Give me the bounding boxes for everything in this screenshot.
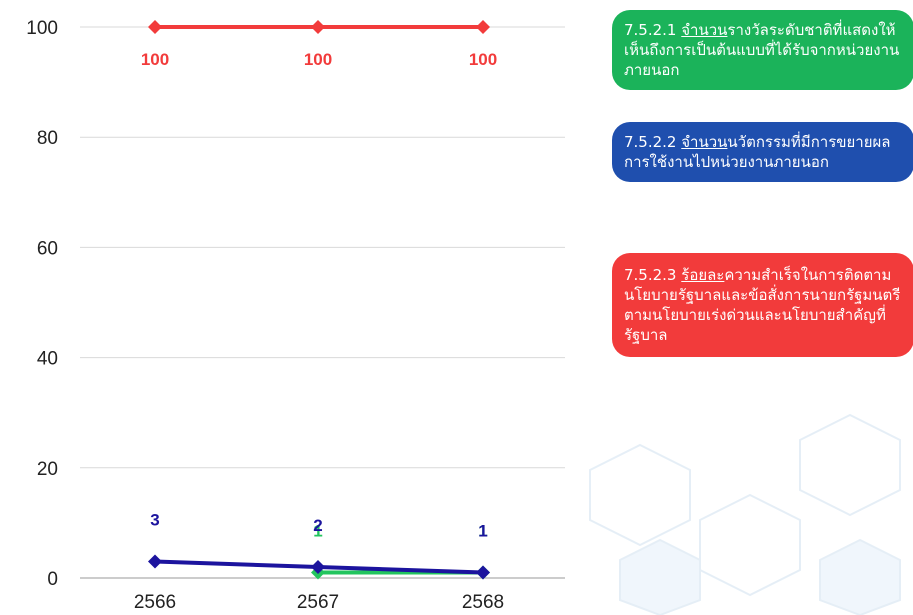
legend-text: ความสำเร็จในการติดตามนโยบายรัฐบาลและข้อส… bbox=[624, 266, 901, 344]
legend-code: 7.5.2.3 bbox=[624, 266, 677, 284]
data-point bbox=[311, 20, 325, 34]
data-label: 1 bbox=[478, 521, 487, 540]
x-tick-label: 2566 bbox=[134, 592, 176, 613]
legend-code: 7.5.2.2 bbox=[624, 133, 677, 151]
y-tick-label: 0 bbox=[47, 569, 58, 590]
data-point bbox=[311, 559, 325, 574]
y-tick-label: 80 bbox=[37, 128, 58, 149]
data-label: 2 bbox=[313, 516, 322, 535]
x-tick-label: 2568 bbox=[462, 592, 504, 613]
legend-item: 7.5.2.1 จำนวนรางวัลระดับชาติที่แสดงให้เห… bbox=[612, 10, 913, 90]
data-point bbox=[148, 554, 162, 569]
y-tick-label: 40 bbox=[37, 349, 58, 370]
data-label: 100 bbox=[304, 50, 332, 69]
legend-item: 7.5.2.3 ร้อยละความสำเร็จในการติดตามนโยบา… bbox=[612, 253, 913, 357]
legend-item: 7.5.2.2 จำนวนนวัตกรรมที่มีการขยายผลการใช… bbox=[612, 122, 913, 182]
data-label: 3 bbox=[150, 510, 159, 529]
legend-code: 7.5.2.1 bbox=[624, 21, 677, 39]
data-point bbox=[148, 20, 162, 34]
data-label: 100 bbox=[469, 50, 497, 69]
legend-underlined: ร้อยละ bbox=[681, 266, 725, 284]
data-point bbox=[476, 565, 490, 580]
x-tick-label: 2567 bbox=[297, 592, 339, 613]
legend-text: รางวัลระดับชาติที่แสดงให้เห็นถึงการเป็นต… bbox=[624, 21, 900, 79]
data-label: 1 bbox=[478, 521, 487, 540]
legend-underlined: จำนวน bbox=[681, 133, 728, 151]
data-label: 1 bbox=[313, 521, 322, 540]
y-tick-label: 100 bbox=[26, 18, 58, 39]
data-label: 100 bbox=[141, 50, 169, 69]
legend-text: นวัตกรรมที่มีการขยายผลการใช้งานไปหน่วยงา… bbox=[624, 133, 891, 171]
data-point bbox=[476, 20, 490, 34]
y-tick-label: 20 bbox=[37, 459, 58, 480]
y-tick-label: 60 bbox=[37, 238, 58, 259]
legend-underlined: จำนวน bbox=[681, 21, 728, 39]
background-pattern bbox=[589, 413, 901, 615]
